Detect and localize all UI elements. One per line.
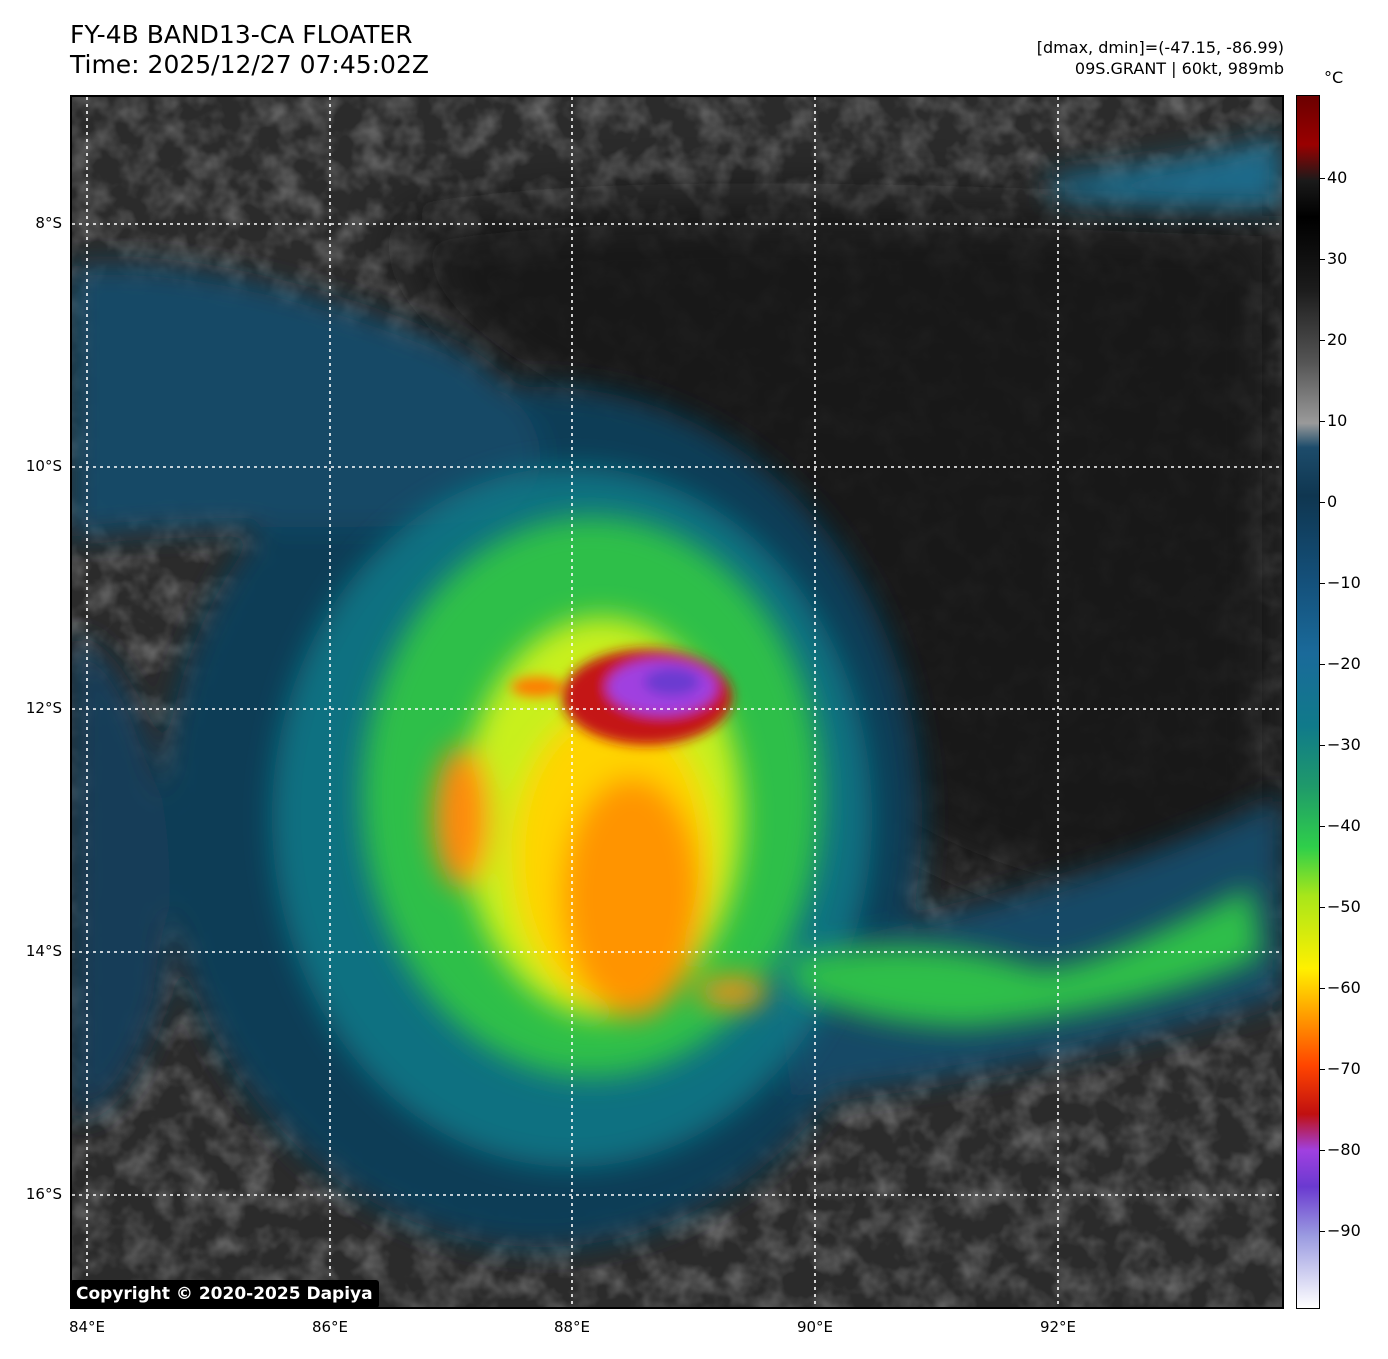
colorbar-tick-mark — [1320, 826, 1325, 827]
colorbar-tick-label: −10 — [1327, 573, 1361, 592]
colorbar-tick-mark — [1320, 421, 1325, 422]
colorbar-tick-mark — [1320, 340, 1325, 341]
colorbar-tick-label: 0 — [1327, 492, 1338, 511]
title-time: Time: 2025/12/27 07:45:02Z — [70, 50, 429, 79]
central-dense-overcast — [511, 649, 732, 745]
colorbar-tick-label: 20 — [1327, 330, 1348, 349]
colorbar-tick-label: 10 — [1327, 411, 1348, 430]
lat-label-10s: 10°S — [25, 457, 62, 475]
colorbar-tick-label: −20 — [1327, 654, 1361, 673]
copyright-badge: Copyright © 2020-2025 Dapiya — [70, 1280, 379, 1308]
colorbar-tick-label: −70 — [1327, 1059, 1361, 1078]
colorbar-tick-mark — [1320, 259, 1325, 260]
colorbar-tick-mark — [1320, 907, 1325, 908]
dmax-dmin-readout: [dmax, dmin]=(-47.15, -86.99) — [1036, 38, 1284, 57]
lon-label-92e: 92°E — [1039, 1318, 1077, 1336]
colorbar-tick-mark — [1320, 1231, 1325, 1232]
colorbar-tick-mark — [1320, 664, 1325, 665]
satellite-image-panel — [70, 95, 1284, 1309]
colorbar-tick-label: 30 — [1327, 249, 1348, 268]
colorbar-tick-label: −50 — [1327, 897, 1361, 916]
lat-label-12s: 12°S — [25, 699, 62, 717]
colorbar-tick-mark — [1320, 745, 1325, 746]
lon-label-88e: 88°E — [553, 1318, 591, 1336]
colorbar-tick-label: −30 — [1327, 735, 1361, 754]
colorbar-tick-mark — [1320, 502, 1325, 503]
storm-name-intensity: 09S.GRANT | 60kt, 989mb — [1074, 59, 1284, 78]
lat-label-14s: 14°S — [25, 942, 62, 960]
colorbar-tick-label: −90 — [1327, 1221, 1361, 1240]
colorbar-tick-mark — [1320, 1069, 1325, 1070]
satellite-imagery — [72, 97, 1282, 1307]
colorbar-tick-mark — [1320, 583, 1325, 584]
colorbar-unit: °C — [1324, 68, 1344, 87]
colorbar-tick-label: −60 — [1327, 978, 1361, 997]
graticule — [72, 97, 1282, 1307]
temperature-colorbar — [1296, 95, 1320, 1309]
colorbar-tick-mark — [1320, 1150, 1325, 1151]
lon-label-84e: 84°E — [68, 1318, 106, 1336]
storm-info: [dmax, dmin]=(-47.15, -86.99) 09S.GRANT … — [1037, 37, 1284, 79]
colorbar-tick-mark — [1320, 178, 1325, 179]
map-title: FY-4B BAND13-CA FLOATER Time: 2025/12/27… — [70, 20, 429, 80]
colorbar-tick-mark — [1320, 988, 1325, 989]
lat-label-8s: 8°S — [35, 214, 62, 232]
colorbar-tick-label: −80 — [1327, 1140, 1361, 1159]
title-product: FY-4B BAND13-CA FLOATER — [70, 20, 413, 49]
colorbar-tick-label: 40 — [1327, 168, 1348, 187]
lon-label-86e: 86°E — [311, 1318, 349, 1336]
lon-label-90e: 90°E — [796, 1318, 834, 1336]
colorbar-tick-label: −40 — [1327, 816, 1361, 835]
lat-label-16s: 16°S — [25, 1185, 62, 1203]
